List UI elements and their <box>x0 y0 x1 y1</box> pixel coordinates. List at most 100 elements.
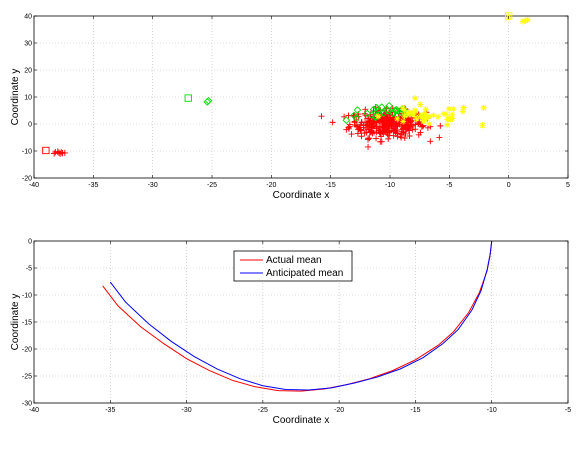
line-y-tick-label: -10 <box>22 293 32 300</box>
scatter-point <box>401 112 408 119</box>
scatter-point <box>342 116 351 125</box>
scatter-point <box>368 129 375 136</box>
scatter-point <box>376 123 383 130</box>
scatter-point <box>398 123 405 130</box>
line-x-tick-label: -25 <box>258 407 268 414</box>
scatter-point <box>423 115 430 122</box>
scatter-y-tick-label: 0 <box>28 122 32 129</box>
scatter-point <box>61 149 69 157</box>
scatter-point <box>405 111 412 118</box>
scatter-point <box>382 119 389 126</box>
line-x-axis-label: Coordinate x <box>273 415 330 426</box>
line-y-tick-label: -25 <box>22 374 32 381</box>
scatter-point <box>394 115 401 122</box>
scatter-point <box>394 133 401 140</box>
scatter-point <box>446 105 453 112</box>
scatter-point <box>406 132 413 139</box>
line-y-tick-label: -20 <box>22 347 32 354</box>
line-data <box>102 240 493 392</box>
scatter-point <box>406 109 413 116</box>
scatter-point <box>435 113 442 120</box>
line-x-tick-label: -30 <box>182 407 192 414</box>
scatter-point <box>353 122 360 129</box>
scatter-point <box>436 134 443 141</box>
scatter-x-tick-label: -25 <box>207 182 217 189</box>
scatter-point <box>358 133 365 140</box>
scatter-point <box>479 122 486 129</box>
scatter-x-tick-label: -20 <box>266 182 276 189</box>
scatter-x-axis-label: Coordinate x <box>273 190 330 201</box>
line-x-tick-label: -15 <box>410 407 420 414</box>
scatter-point <box>390 132 397 139</box>
scatter-grid <box>34 16 568 178</box>
scatter-x-tick-label: 5 <box>566 182 570 189</box>
scatter-x-tick-label: -35 <box>88 182 98 189</box>
scatter-point <box>204 96 213 105</box>
scatter-point <box>519 18 527 25</box>
scatter-x-tick-label: -10 <box>385 182 395 189</box>
scatter-point <box>357 121 364 128</box>
line-x-tick-label: -5 <box>565 407 571 414</box>
scatter-x-tick-label: -30 <box>148 182 158 189</box>
scatter-point <box>363 109 372 118</box>
scatter-point <box>522 17 529 25</box>
scatter-point <box>379 109 388 118</box>
scatter-point <box>393 121 400 128</box>
scatter-point <box>407 119 414 126</box>
scatter-panel: -40 -35 -30 -25 -20 -15 -10 -5 0 5 -20 -10 0 10 20 30 40… <box>10 12 570 201</box>
line-y-tick-label: -30 <box>22 401 32 408</box>
scatter-point <box>350 111 358 120</box>
scatter-point <box>415 131 422 138</box>
scatter-point <box>352 113 361 122</box>
scatter-point <box>505 12 513 20</box>
scatter-point <box>372 103 381 112</box>
legend-box <box>233 250 353 282</box>
scatter-point <box>440 110 447 117</box>
scatter-point <box>410 111 417 118</box>
scatter-point <box>373 135 380 142</box>
scatter-point <box>329 119 336 126</box>
scatter-point <box>58 149 65 156</box>
scatter-point <box>437 122 444 129</box>
scatter-point <box>449 111 456 118</box>
scatter-y-tick-label: -10 <box>22 149 32 156</box>
scatter-point <box>351 112 358 119</box>
scatter-point <box>385 124 392 131</box>
scatter-data <box>42 12 531 157</box>
scatter-point <box>354 130 361 137</box>
scatter-point <box>387 120 394 127</box>
scatter-point <box>388 109 397 118</box>
line-x-tick-label: -10 <box>487 407 497 414</box>
scatter-point <box>369 124 376 131</box>
scatter-ticks: -40 -35 -30 -25 -20 -15 -10 -5 0 5 -20 -10 0 10 20 30 40 <box>22 14 570 190</box>
line-y-tick-label: -15 <box>22 320 32 327</box>
scatter-point <box>375 127 382 134</box>
scatter-point <box>394 107 402 115</box>
scatter-point <box>318 113 325 120</box>
scatter-point <box>56 150 64 157</box>
scatter-y-axis-label: Coordinate y <box>10 69 21 126</box>
scatter-point <box>203 98 212 106</box>
scatter-point <box>385 135 392 142</box>
scatter-point <box>427 138 434 145</box>
scatter-point <box>524 16 531 23</box>
scatter-point <box>369 105 378 114</box>
scatter-point <box>420 117 427 124</box>
scatter-point <box>417 101 424 108</box>
scatter-point <box>394 126 401 133</box>
scatter-point <box>460 104 467 111</box>
scatter-point <box>386 129 393 136</box>
scatter-x-tick-label: -40 <box>29 182 39 189</box>
scatter-point <box>366 118 373 125</box>
scatter-point <box>400 118 407 125</box>
scatter-x-tick-label: 0 <box>507 182 511 189</box>
scatter-point <box>450 105 457 112</box>
scatter-y-tick-label: 30 <box>24 41 32 48</box>
scatter-point <box>50 150 58 157</box>
line-x-tick-label: -35 <box>105 407 115 414</box>
scatter-point <box>419 112 426 119</box>
scatter-point <box>364 136 371 143</box>
scatter-point <box>426 120 433 127</box>
scatter-point <box>381 128 388 135</box>
scatter-point <box>365 143 372 150</box>
